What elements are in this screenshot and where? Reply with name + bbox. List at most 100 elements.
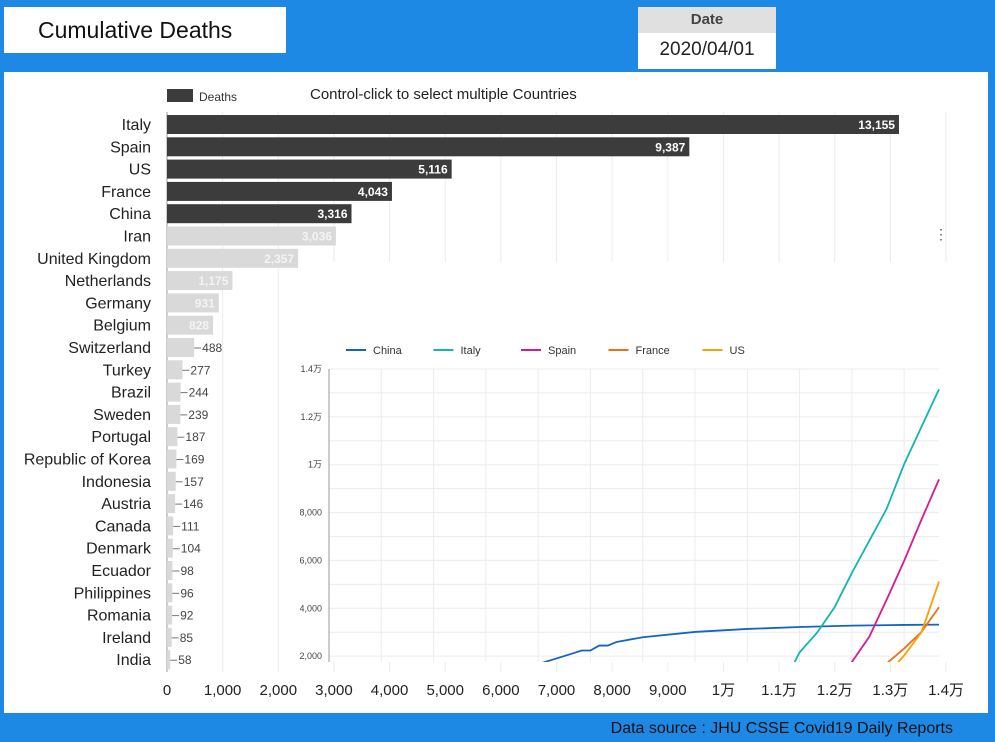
bar[interactable]	[167, 561, 173, 580]
bar[interactable]	[167, 449, 177, 469]
category-label[interactable]: China	[109, 206, 151, 223]
bar[interactable]	[167, 159, 452, 179]
category-label[interactable]: Spain	[110, 139, 151, 156]
category-label[interactable]: France	[101, 184, 151, 201]
x-tick-label: 1万	[712, 682, 735, 699]
category-label[interactable]: India	[116, 652, 151, 669]
date-filter[interactable]: Date 2020/04/01	[638, 7, 776, 69]
category-label[interactable]: Ecuador	[91, 563, 151, 580]
bar[interactable]	[167, 181, 392, 201]
bar[interactable]	[167, 583, 173, 603]
x-tick-label: 5,000	[426, 682, 464, 699]
legend-label-italy[interactable]: Italy	[461, 345, 482, 357]
legend-label-china[interactable]: China	[373, 345, 403, 357]
data-label: 488	[202, 341, 222, 355]
bar[interactable]	[167, 115, 899, 134]
data-label: 157	[184, 475, 204, 489]
bar[interactable]	[167, 427, 178, 447]
data-label: 3,036	[302, 230, 332, 244]
data-label: 2,357	[264, 252, 294, 266]
category-label[interactable]: US	[129, 162, 151, 179]
bar[interactable]	[167, 538, 173, 558]
legend-label: Deaths	[199, 90, 237, 104]
bar[interactable]	[167, 627, 172, 647]
data-label: 58	[178, 653, 192, 667]
category-label[interactable]: Philippines	[74, 585, 151, 602]
x-tick-label: 6,000	[482, 682, 520, 699]
y-tick-label: 2,000	[300, 651, 322, 661]
data-label: 85	[180, 631, 194, 645]
y-tick-label: 6,000	[300, 555, 322, 565]
bar[interactable]	[167, 471, 176, 491]
data-source: Data source : JHU CSSE Covid19 Daily Rep…	[610, 720, 953, 737]
date-filter-value[interactable]: 2020/04/01	[659, 39, 755, 60]
category-label[interactable]: Iran	[123, 229, 151, 246]
category-label[interactable]: United Kingdom	[37, 251, 151, 268]
y-tick-label: 8,000	[300, 508, 322, 518]
data-label: 931	[195, 296, 215, 310]
x-tick-label: 1.1万	[761, 682, 797, 699]
bar[interactable]	[167, 650, 171, 670]
data-label: 92	[180, 609, 194, 623]
more-options-icon[interactable]: ⋮	[934, 226, 948, 242]
category-label[interactable]: Germany	[85, 295, 151, 312]
category-label[interactable]: Belgium	[93, 318, 151, 335]
y-tick-label: 1.2万	[300, 412, 322, 422]
category-label[interactable]: Portugal	[91, 429, 151, 446]
category-label[interactable]: Denmark	[86, 541, 152, 558]
data-label: 3,316	[317, 207, 347, 221]
x-tick-label: 1.4万	[928, 682, 964, 699]
bar[interactable]	[167, 404, 181, 424]
data-label: 5,116	[418, 163, 448, 177]
bar[interactable]	[167, 226, 336, 246]
bar[interactable]	[167, 137, 690, 157]
x-tick-label: 2,000	[260, 682, 298, 699]
category-label[interactable]: Ireland	[102, 630, 151, 647]
legend-label-spain[interactable]: Spain	[548, 345, 576, 357]
page-title: Cumulative Deaths	[4, 7, 286, 53]
x-tick-label: 7,000	[538, 682, 576, 699]
data-label: 13,155	[858, 118, 895, 132]
legend-label-france[interactable]: France	[636, 345, 670, 357]
bar[interactable]	[167, 382, 181, 402]
legend-swatch	[167, 89, 193, 102]
bar[interactable]	[167, 516, 174, 536]
category-label[interactable]: Sweden	[93, 407, 151, 424]
category-label[interactable]: Italy	[122, 117, 151, 134]
x-tick-label: 1.2万	[817, 682, 853, 699]
bar[interactable]	[167, 494, 176, 514]
series-line-italy	[793, 388, 940, 662]
category-label[interactable]: Brazil	[111, 385, 151, 402]
x-tick-label: 0	[163, 682, 171, 699]
category-label[interactable]: Austria	[101, 496, 151, 513]
data-label: 146	[183, 497, 203, 511]
bar[interactable]	[167, 271, 233, 291]
bar[interactable]	[167, 293, 219, 313]
chart-panel: 0 1,000 2,000 3,000 4,000 5,000 6,000 7,000 8,00…	[4, 72, 988, 713]
category-label[interactable]: Netherlands	[65, 273, 151, 290]
bar[interactable]	[167, 605, 173, 625]
data-label: 169	[184, 453, 204, 467]
data-label: 1,175	[198, 274, 228, 288]
category-label[interactable]: Republic of Korea	[24, 452, 151, 469]
x-tick-label: 1.3万	[872, 682, 908, 699]
legend-label-us[interactable]: US	[730, 345, 745, 357]
data-label: 104	[181, 542, 201, 556]
category-label[interactable]: Turkey	[103, 362, 151, 379]
category-label[interactable]: Indonesia	[82, 474, 151, 491]
x-tick-label: 3,000	[315, 682, 353, 699]
category-label[interactable]: Switzerland	[68, 340, 151, 357]
x-tick-label: 9,000	[649, 682, 687, 699]
bar[interactable]	[167, 204, 352, 224]
category-label[interactable]: Romania	[87, 608, 151, 625]
category-label[interactable]: Canada	[95, 518, 151, 535]
data-label: 96	[180, 586, 194, 600]
bar[interactable]	[167, 315, 214, 335]
y-tick-label: 4,000	[300, 603, 322, 613]
data-label: 98	[180, 564, 194, 578]
x-tick-label: 4,000	[371, 682, 409, 699]
y-tick-label: 1.4万	[300, 364, 322, 374]
bar[interactable]	[167, 248, 299, 268]
bar[interactable]	[167, 360, 183, 380]
bar[interactable]	[167, 338, 195, 357]
